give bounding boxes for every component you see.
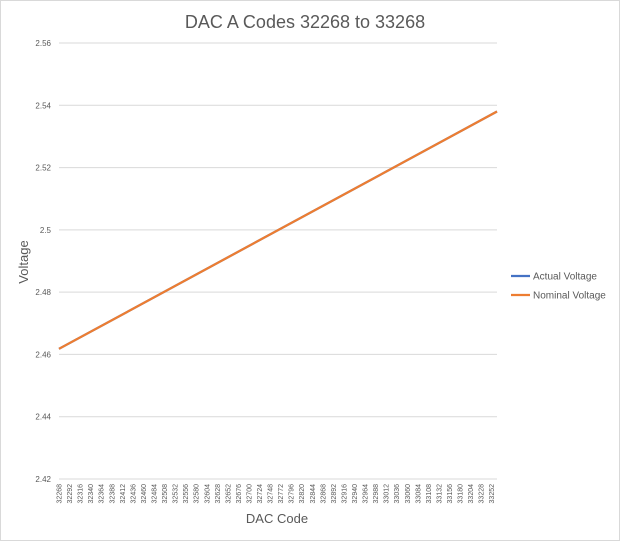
x-tick-label: 32724 <box>257 484 264 504</box>
x-tick-label: 32484 <box>151 484 158 504</box>
x-tick-label: 32820 <box>299 484 306 504</box>
x-tick-label: 32988 <box>373 484 380 504</box>
x-tick-label: 33108 <box>426 484 433 504</box>
x-tick-label: 33036 <box>394 484 401 504</box>
legend-label: Actual Voltage <box>533 272 597 283</box>
legend-label: Nominal Voltage <box>533 291 606 302</box>
x-tick-label: 32916 <box>341 484 348 504</box>
x-tick-label: 32748 <box>268 484 275 504</box>
y-tick-label: 2.56 <box>35 39 51 48</box>
x-tick-label: 32772 <box>278 484 285 504</box>
x-tick-label: 32652 <box>225 484 232 504</box>
x-tick-label: 33060 <box>405 484 412 504</box>
y-tick-label: 2.52 <box>35 164 51 173</box>
x-tick-label: 32628 <box>215 484 222 504</box>
series-lines <box>58 110 498 350</box>
x-tick-label: 32532 <box>173 484 180 504</box>
x-tick-label: 32892 <box>331 484 338 504</box>
x-tick-label: 32868 <box>320 484 327 504</box>
x-tick-label: 32388 <box>109 484 116 504</box>
x-tick-label: 32436 <box>130 484 137 504</box>
legend: Actual Voltage Nominal Voltage <box>511 272 606 302</box>
x-tick-label: 32676 <box>236 484 243 504</box>
x-tick-label: 32460 <box>141 484 148 504</box>
x-tick-label: 33084 <box>415 484 422 504</box>
x-tick-label: 32508 <box>162 484 169 504</box>
chart-title: DAC A Codes 32268 to 33268 <box>185 12 425 32</box>
x-tick-label: 32580 <box>194 484 201 504</box>
x-tick-label: 33156 <box>447 484 454 504</box>
x-tick-label: 32700 <box>246 484 253 504</box>
x-tick-label: 32604 <box>204 484 211 504</box>
x-tick-label: 33204 <box>468 484 475 504</box>
x-tick-label: 32412 <box>120 484 127 504</box>
x-tick-label: 32340 <box>88 484 95 504</box>
x-tick-label: 32796 <box>289 484 296 504</box>
x-tick-label: 32268 <box>57 484 64 504</box>
x-tick-label: 32316 <box>78 484 85 504</box>
x-tick-label: 32844 <box>310 484 317 504</box>
x-tick-label: 33132 <box>436 484 443 504</box>
x-tick-label: 33180 <box>458 484 465 504</box>
x-tick-label: 32292 <box>67 484 74 504</box>
y-tick-label: 2.42 <box>35 475 51 484</box>
x-tick-label: 32556 <box>183 484 190 504</box>
x-tick-label: 32964 <box>363 484 370 504</box>
y-tick-label: 2.46 <box>35 350 51 359</box>
x-axis-ticks: 32268 32292 32316 32340 32364 32388 32412 32436… <box>57 484 497 504</box>
series-line <box>58 110 498 350</box>
y-tick-label: 2.5 <box>40 226 52 235</box>
y-axis-ticks: 2.42 2.44 2.46 2.48 2.5 2.52 2.54 2.56 <box>35 39 51 484</box>
x-axis-title: DAC Code <box>246 511 308 526</box>
y-axis-title: Voltage <box>16 240 31 283</box>
x-tick-label: 32940 <box>352 484 359 504</box>
x-tick-label: 33228 <box>479 484 486 504</box>
y-tick-label: 2.48 <box>35 288 51 297</box>
y-tick-label: 2.54 <box>35 101 51 110</box>
gridlines <box>59 42 497 480</box>
x-tick-label: 33252 <box>489 484 496 504</box>
x-tick-label: 32364 <box>99 484 106 504</box>
x-tick-label: 33012 <box>384 484 391 504</box>
y-tick-label: 2.44 <box>35 413 51 422</box>
